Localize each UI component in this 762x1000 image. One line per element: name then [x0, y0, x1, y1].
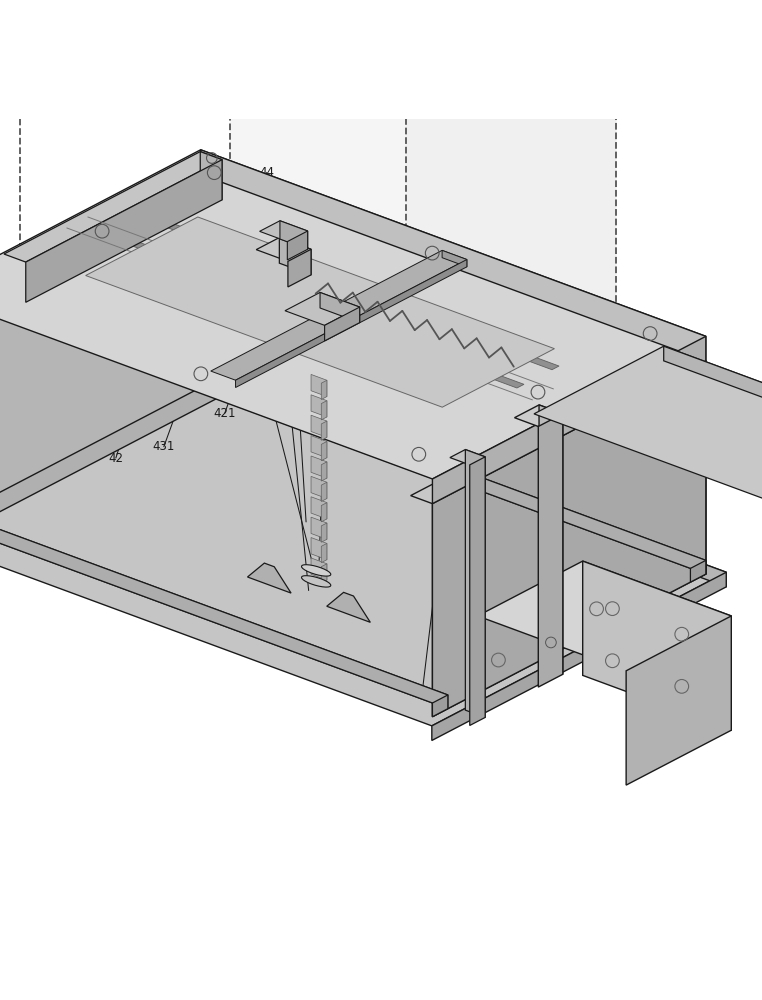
Text: 431: 431 — [316, 312, 339, 325]
Text: 422: 422 — [368, 356, 391, 369]
Polygon shape — [91, 227, 524, 388]
Text: 83: 83 — [570, 365, 585, 378]
Polygon shape — [539, 405, 563, 674]
Polygon shape — [311, 395, 327, 417]
Polygon shape — [406, 0, 616, 431]
Polygon shape — [280, 221, 308, 249]
Polygon shape — [469, 457, 485, 725]
Polygon shape — [322, 564, 327, 583]
Polygon shape — [0, 378, 726, 726]
Polygon shape — [322, 523, 327, 542]
Polygon shape — [260, 221, 308, 242]
Text: 841: 841 — [291, 416, 314, 429]
Text: 410: 410 — [333, 344, 356, 357]
Polygon shape — [664, 346, 762, 474]
Polygon shape — [0, 150, 706, 479]
Polygon shape — [211, 250, 467, 380]
Polygon shape — [26, 160, 222, 302]
Polygon shape — [684, 353, 706, 574]
Text: 84: 84 — [539, 471, 555, 484]
Polygon shape — [327, 592, 370, 622]
Polygon shape — [201, 378, 726, 587]
Polygon shape — [322, 421, 327, 440]
Text: 43: 43 — [19, 421, 34, 434]
Polygon shape — [322, 441, 327, 461]
Polygon shape — [432, 572, 726, 740]
Polygon shape — [322, 482, 327, 501]
Text: 420: 420 — [344, 330, 367, 343]
Polygon shape — [450, 330, 646, 448]
Polygon shape — [200, 150, 706, 361]
Polygon shape — [287, 231, 308, 260]
Polygon shape — [432, 695, 448, 717]
Polygon shape — [534, 346, 762, 527]
Polygon shape — [200, 152, 222, 200]
Polygon shape — [311, 517, 327, 539]
Polygon shape — [0, 174, 223, 325]
Polygon shape — [256, 238, 311, 261]
Text: 411: 411 — [283, 323, 306, 336]
Polygon shape — [4, 152, 222, 262]
Text: 43: 43 — [427, 321, 443, 334]
Polygon shape — [0, 508, 448, 703]
Polygon shape — [538, 414, 563, 687]
Polygon shape — [311, 436, 327, 458]
Polygon shape — [0, 174, 200, 530]
Polygon shape — [4, 165, 646, 432]
Polygon shape — [322, 503, 327, 522]
Polygon shape — [466, 450, 485, 717]
Text: 851: 851 — [223, 253, 246, 266]
Text: 421: 421 — [213, 407, 236, 420]
Polygon shape — [322, 401, 327, 420]
Polygon shape — [311, 476, 327, 499]
Polygon shape — [235, 260, 467, 388]
Text: 85: 85 — [461, 300, 476, 313]
Polygon shape — [432, 336, 706, 504]
Polygon shape — [302, 576, 331, 587]
Polygon shape — [311, 374, 327, 397]
Polygon shape — [311, 456, 327, 478]
Polygon shape — [322, 462, 327, 481]
Polygon shape — [442, 250, 467, 267]
Polygon shape — [280, 238, 311, 275]
Polygon shape — [126, 209, 559, 370]
Polygon shape — [690, 560, 706, 582]
Polygon shape — [230, 0, 616, 321]
Polygon shape — [320, 292, 360, 323]
Polygon shape — [85, 217, 555, 407]
Text: 42: 42 — [108, 452, 123, 465]
Polygon shape — [311, 415, 327, 437]
Polygon shape — [322, 380, 327, 400]
Polygon shape — [311, 558, 327, 580]
Polygon shape — [626, 616, 732, 785]
Polygon shape — [311, 497, 327, 519]
Polygon shape — [200, 165, 646, 345]
Polygon shape — [288, 249, 311, 287]
Polygon shape — [200, 374, 706, 574]
Polygon shape — [450, 450, 485, 465]
Text: 44: 44 — [259, 166, 274, 179]
Polygon shape — [185, 374, 706, 568]
Text: 431: 431 — [152, 440, 175, 453]
Polygon shape — [302, 565, 331, 576]
Polygon shape — [432, 361, 706, 717]
Polygon shape — [200, 174, 223, 396]
Polygon shape — [311, 538, 327, 560]
Polygon shape — [478, 561, 732, 671]
Polygon shape — [0, 508, 448, 709]
Polygon shape — [248, 563, 291, 593]
Polygon shape — [0, 183, 223, 538]
Text: 41: 41 — [435, 379, 450, 392]
Polygon shape — [583, 561, 732, 730]
Polygon shape — [514, 405, 563, 426]
Polygon shape — [325, 307, 360, 341]
Polygon shape — [285, 292, 360, 325]
Polygon shape — [322, 543, 327, 563]
Polygon shape — [432, 361, 706, 717]
Polygon shape — [411, 353, 706, 504]
